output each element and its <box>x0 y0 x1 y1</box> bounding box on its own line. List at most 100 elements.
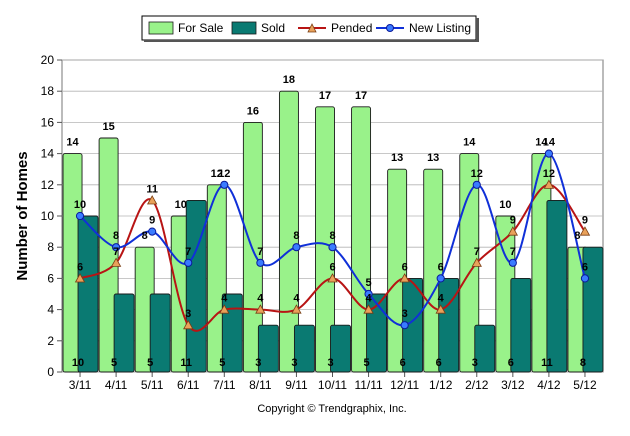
data-label-sold: 8 <box>580 357 586 369</box>
data-label-new-listing: 10 <box>74 199 86 211</box>
line-pended <box>79 183 586 332</box>
bar-sold <box>113 293 135 373</box>
data-label-sold: 6 <box>400 357 406 369</box>
marker-pended <box>255 304 266 314</box>
marker-pended <box>74 273 86 283</box>
data-label-pended: 9 <box>582 215 588 227</box>
marker-pended <box>507 226 519 236</box>
marker-pended <box>399 273 410 283</box>
y-tick-label: 0 <box>47 365 54 379</box>
bar-sold <box>77 215 99 373</box>
bar-for-sale <box>278 90 299 373</box>
data-label-sold: 11 <box>541 357 553 369</box>
data-label-for-sale: 12 <box>211 168 223 180</box>
data-label-pended: 12 <box>543 168 555 180</box>
data-label-for-sale: 8 <box>142 230 148 242</box>
y-tick-label: 20 <box>41 53 55 67</box>
data-label-sold: 3 <box>255 357 261 369</box>
marker-pended <box>219 304 230 314</box>
bar-sold <box>330 324 351 373</box>
data-label-new-listing: 8 <box>293 230 299 242</box>
marker-pended <box>183 319 194 330</box>
data-label-pended: 4 <box>221 293 228 305</box>
marker-pended <box>579 226 591 236</box>
marker-new-listing <box>544 149 554 158</box>
data-label-for-sale: 13 <box>427 152 439 164</box>
marker-pended <box>110 257 122 267</box>
y-tick-label: 2 <box>47 334 54 348</box>
marker-new-listing <box>256 258 265 267</box>
bar-for-sale <box>315 106 335 373</box>
data-label-sold: 5 <box>364 357 370 369</box>
bar-sold <box>438 277 460 373</box>
legend-marker <box>386 24 394 32</box>
data-label-pended: 11 <box>146 183 158 195</box>
legend: For Sale Sold Pended New Listing <box>141 15 479 42</box>
x-tick-label: 4/11 <box>105 378 128 392</box>
data-label-sold: 3 <box>472 357 478 369</box>
data-label-sold: 6 <box>508 357 514 369</box>
data-label-sold: 10 <box>72 357 84 369</box>
x-tick-label: 3/11 <box>69 378 92 392</box>
marker-new-listing <box>580 274 590 283</box>
marker-new-listing <box>364 289 373 299</box>
data-label-sold: 5 <box>147 357 153 369</box>
data-label-new-listing: 7 <box>257 246 263 258</box>
data-label-pended: 4 <box>257 293 264 305</box>
x-tick-label: 6/11 <box>177 378 200 392</box>
data-label-sold: 3 <box>291 357 297 369</box>
legend-swatch <box>148 21 174 35</box>
data-label-new-listing: 14 <box>543 137 556 149</box>
legend-shadow <box>476 18 479 42</box>
x-tick-label: 3/12 <box>501 378 525 392</box>
data-label-for-sale: 17 <box>355 90 367 102</box>
y-axis-label: Number of Homes <box>14 151 31 280</box>
marker-new-listing <box>148 227 157 236</box>
bar-for-sale <box>351 106 372 373</box>
bar-sold <box>185 199 207 373</box>
marker-pended <box>471 257 482 267</box>
x-tick-label: 10/11 <box>318 378 347 392</box>
bar-for-sale <box>423 168 444 373</box>
legend-shadow <box>144 40 479 42</box>
bar-for-sale <box>98 137 119 373</box>
data-label-new-listing: 9 <box>149 215 155 227</box>
bar-sold <box>257 324 279 373</box>
x-tick-label: 8/11 <box>249 378 272 392</box>
marker-pended <box>146 195 158 205</box>
data-label-new-listing: 6 <box>438 261 444 273</box>
x-tick-label: 1/12 <box>429 378 453 392</box>
data-label-new-listing: 6 <box>582 261 588 273</box>
legend-label: For Sale <box>178 21 224 35</box>
bar-for-sale <box>206 184 227 373</box>
marker-new-listing <box>75 211 85 221</box>
marker-new-listing <box>328 243 337 252</box>
data-label-new-listing: 12 <box>218 168 230 180</box>
legend-swatch <box>231 21 257 35</box>
marker-pended <box>327 273 338 283</box>
x-tick-label: 11/11 <box>354 378 383 392</box>
data-label-for-sale: 8 <box>574 230 580 242</box>
data-label-sold: 11 <box>180 357 192 369</box>
data-label-pended: 6 <box>77 261 83 273</box>
marker-new-listing <box>436 274 445 283</box>
marker-new-listing <box>184 258 193 267</box>
x-tick-label: 2/12 <box>465 378 489 392</box>
data-label-for-sale: 10 <box>175 199 187 211</box>
data-label-for-sale: 13 <box>391 152 403 164</box>
marker-new-listing <box>112 243 121 252</box>
y-tick-label: 14 <box>41 147 55 161</box>
x-tick-label: 12/11 <box>390 378 419 392</box>
bar-sold <box>546 199 568 373</box>
data-label-sold: 5 <box>111 357 117 369</box>
y-tick-label: 4 <box>47 303 54 317</box>
data-label-pended: 6 <box>402 261 408 273</box>
marker-new-listing <box>292 243 301 252</box>
data-label-pended: 4 <box>438 293 445 305</box>
x-tick-label: 4/12 <box>537 378 561 392</box>
data-label-sold: 5 <box>219 357 225 369</box>
marker-pended <box>363 304 374 314</box>
marker-new-listing <box>400 321 409 330</box>
